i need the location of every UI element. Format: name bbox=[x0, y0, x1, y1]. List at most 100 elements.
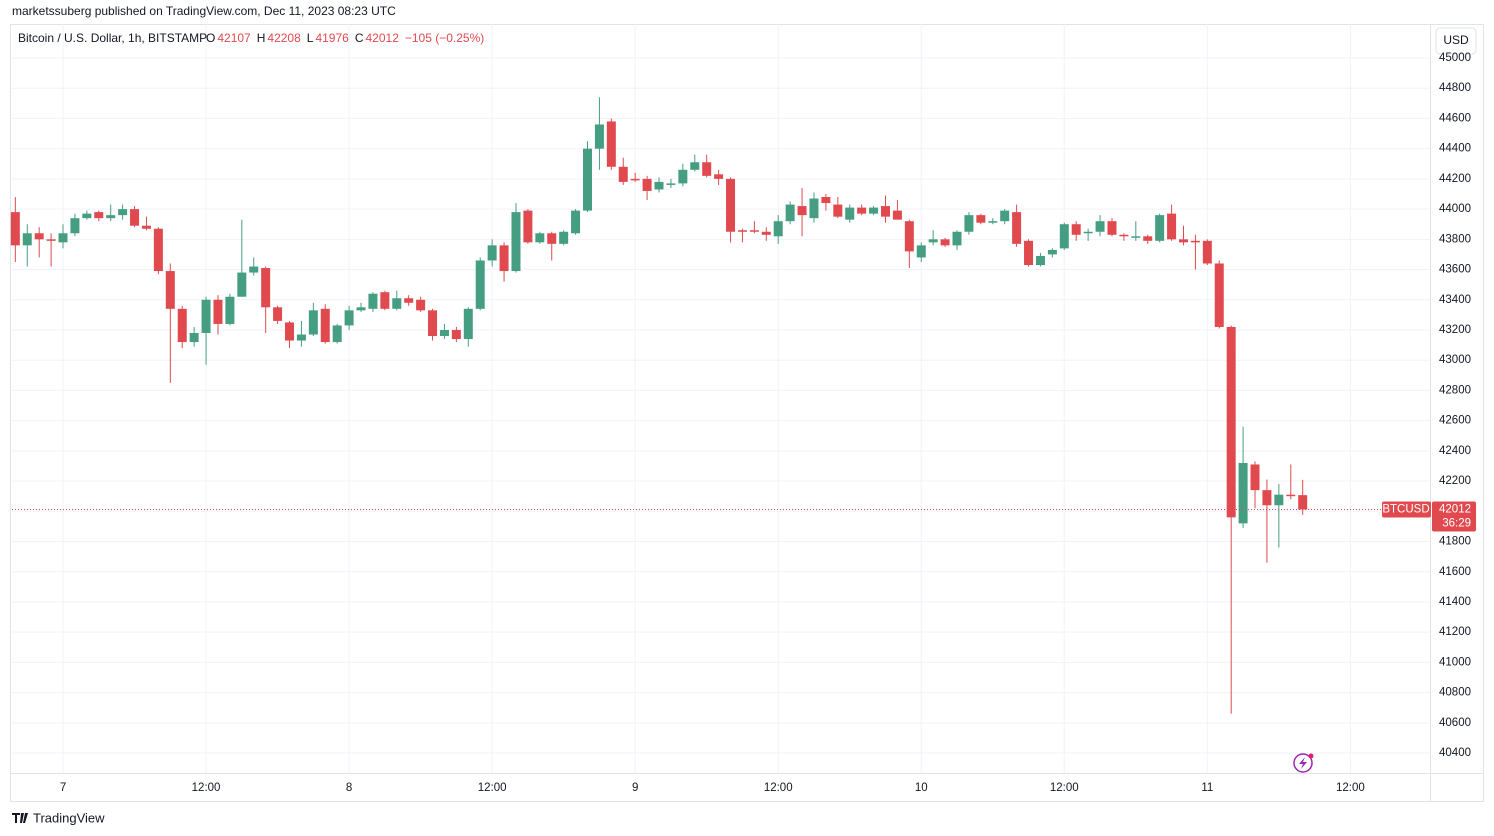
publish-info: marketssuberg published on TradingView.c… bbox=[12, 4, 396, 18]
lightning-icon[interactable] bbox=[1293, 753, 1314, 773]
y-tick-label: 42200 bbox=[1439, 475, 1471, 487]
candle-body bbox=[344, 310, 354, 326]
candle-body bbox=[82, 213, 92, 219]
candle-body bbox=[249, 266, 259, 273]
candle-body bbox=[785, 204, 795, 222]
candle-body bbox=[845, 207, 855, 220]
candle-body bbox=[606, 121, 616, 167]
x-tick-label: 12:00 bbox=[1050, 782, 1079, 794]
y-tick-label: 43400 bbox=[1439, 294, 1471, 306]
candle-body bbox=[213, 299, 223, 324]
legend-item: H bbox=[257, 31, 266, 45]
x-tick-label: 12:00 bbox=[764, 782, 793, 794]
y-tick-label: 41600 bbox=[1439, 566, 1471, 578]
candle-body bbox=[380, 292, 390, 309]
candle-body bbox=[726, 178, 736, 232]
candle-body bbox=[690, 162, 700, 170]
candle-body bbox=[916, 245, 926, 258]
candle-body bbox=[988, 221, 998, 223]
candle-body bbox=[1190, 240, 1200, 243]
candle-body bbox=[1059, 224, 1069, 249]
candle-body bbox=[714, 174, 724, 179]
candle-body bbox=[582, 148, 592, 211]
candle-body bbox=[201, 299, 211, 333]
candle-body bbox=[475, 260, 485, 309]
candle-body bbox=[46, 239, 56, 241]
legend-item: 42208 bbox=[267, 31, 301, 45]
candle-body bbox=[118, 209, 128, 216]
candle-body bbox=[106, 215, 116, 219]
candle-body bbox=[1083, 231, 1093, 234]
candle-body bbox=[904, 221, 914, 252]
y-tick-label: 43200 bbox=[1439, 324, 1471, 336]
candle-body bbox=[94, 212, 104, 219]
last-price-label: 42012 bbox=[1439, 504, 1471, 516]
candle-body bbox=[487, 245, 497, 261]
candle-body bbox=[666, 183, 676, 185]
x-tick-label: 9 bbox=[632, 782, 638, 794]
candle-body bbox=[451, 329, 461, 340]
candle-body bbox=[34, 233, 44, 240]
candle-body bbox=[594, 124, 604, 149]
y-tick-label: 42600 bbox=[1439, 415, 1471, 427]
y-tick-label: 40600 bbox=[1439, 717, 1471, 729]
symbol: Bitcoin / U.S. Dollar, 1h, BITSTAMP bbox=[18, 31, 207, 45]
candle-body bbox=[10, 212, 20, 246]
candle-body bbox=[392, 298, 402, 309]
y-tick-label: 40800 bbox=[1439, 687, 1471, 699]
candle-body bbox=[571, 210, 581, 234]
candle-body bbox=[1226, 326, 1236, 518]
candle-body bbox=[1131, 236, 1141, 238]
candle-body bbox=[1119, 234, 1129, 237]
legend-item: −105 (−0.25%) bbox=[405, 31, 484, 45]
candle-body bbox=[952, 231, 962, 246]
y-tick-label: 42800 bbox=[1439, 384, 1471, 396]
candle-body bbox=[976, 215, 986, 223]
candle-body bbox=[749, 230, 759, 232]
candle-body bbox=[332, 325, 342, 343]
candle-body bbox=[189, 332, 199, 343]
candle-body bbox=[928, 239, 938, 243]
candle-body bbox=[940, 239, 950, 246]
candle-body bbox=[439, 329, 449, 337]
candle-body bbox=[1035, 255, 1045, 266]
countdown-label: 36:29 bbox=[1442, 518, 1471, 530]
candle-body bbox=[1155, 215, 1165, 241]
y-tick-label: 44000 bbox=[1439, 203, 1471, 215]
candle-body bbox=[869, 207, 879, 214]
candle-body bbox=[678, 169, 688, 184]
candle-body bbox=[737, 230, 747, 232]
y-tick-label: 43600 bbox=[1439, 264, 1471, 276]
candle-body bbox=[165, 271, 175, 309]
candle-body bbox=[535, 233, 545, 243]
candle-body bbox=[58, 233, 68, 243]
y-tick-label: 42400 bbox=[1439, 445, 1471, 457]
y-tick-label: 40400 bbox=[1439, 747, 1471, 759]
candle-body bbox=[177, 308, 187, 343]
candle-body bbox=[892, 210, 902, 220]
ticker-tag bbox=[1382, 501, 1431, 518]
candle-body bbox=[356, 307, 366, 311]
candle-body bbox=[237, 272, 247, 297]
candle-body bbox=[880, 206, 890, 217]
currency-button[interactable] bbox=[1435, 27, 1477, 55]
x-tick-label: 12:00 bbox=[478, 782, 507, 794]
y-tick-label: 43800 bbox=[1439, 233, 1471, 245]
candle-body bbox=[1214, 263, 1224, 327]
x-tick-label: 10 bbox=[915, 782, 928, 794]
candle-body bbox=[547, 233, 557, 244]
candle-body bbox=[1107, 221, 1117, 235]
candle-body bbox=[833, 204, 843, 217]
candle-body bbox=[284, 322, 294, 341]
candle-body bbox=[1000, 210, 1010, 222]
candle-body bbox=[761, 231, 771, 235]
candle-body bbox=[1012, 212, 1022, 244]
candle-body bbox=[153, 228, 163, 272]
candle-body bbox=[296, 334, 306, 341]
candle-body bbox=[964, 215, 974, 232]
y-tick-label: 41200 bbox=[1439, 626, 1471, 638]
y-tick-label: 44400 bbox=[1439, 143, 1471, 155]
x-tick-label: 7 bbox=[60, 782, 66, 794]
